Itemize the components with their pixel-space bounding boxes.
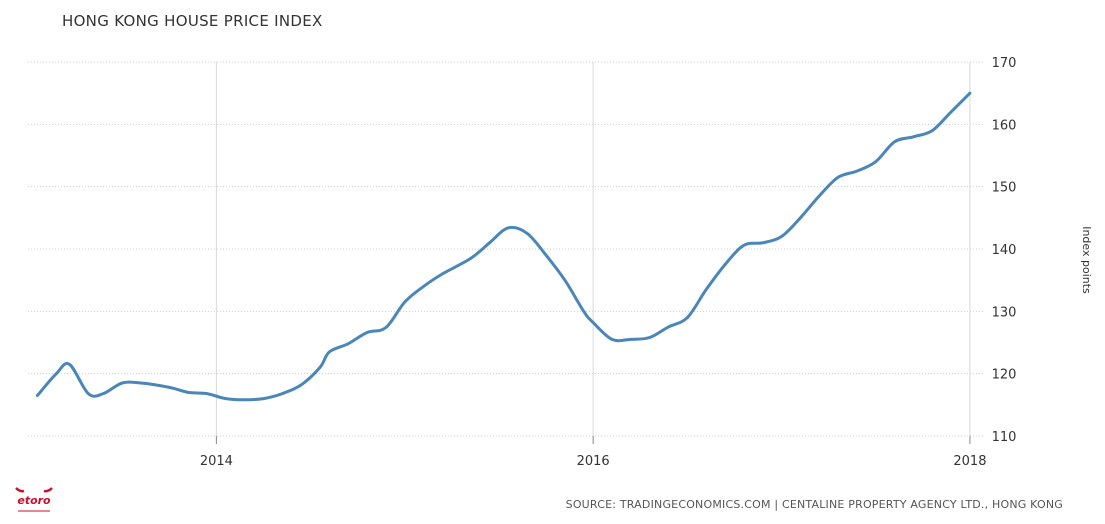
y-tick-label: 110	[992, 430, 1017, 445]
grid-lines	[28, 61, 985, 437]
y-axis-title: Index points	[1080, 226, 1093, 294]
x-tick-label: 2018	[953, 454, 986, 469]
series-layer	[35, 91, 972, 402]
y-tick-label: 140	[992, 243, 1017, 258]
y-axis: 110 120 130 140 150 160 170	[992, 56, 1017, 445]
source-note: SOURCE: TRADINGECONOMICS.COM | CENTALINE…	[565, 498, 1063, 511]
series-line	[35, 91, 972, 402]
y-tick-label: 150	[992, 181, 1017, 196]
x-tick-label: 2014	[200, 454, 233, 469]
x-axis: 2014 2016 2018	[200, 436, 986, 469]
x-tick-label: 2016	[577, 454, 610, 469]
chart-title: HONG KONG HOUSE PRICE INDEX	[62, 12, 323, 30]
y-tick-label: 130	[992, 305, 1017, 320]
etoro-logo-icon: etoro	[15, 487, 53, 512]
y-tick-label: 160	[992, 118, 1017, 133]
y-tick-label: 120	[992, 368, 1017, 383]
y-tick-label: 170	[992, 56, 1017, 71]
logo-text: etoro	[17, 494, 51, 507]
